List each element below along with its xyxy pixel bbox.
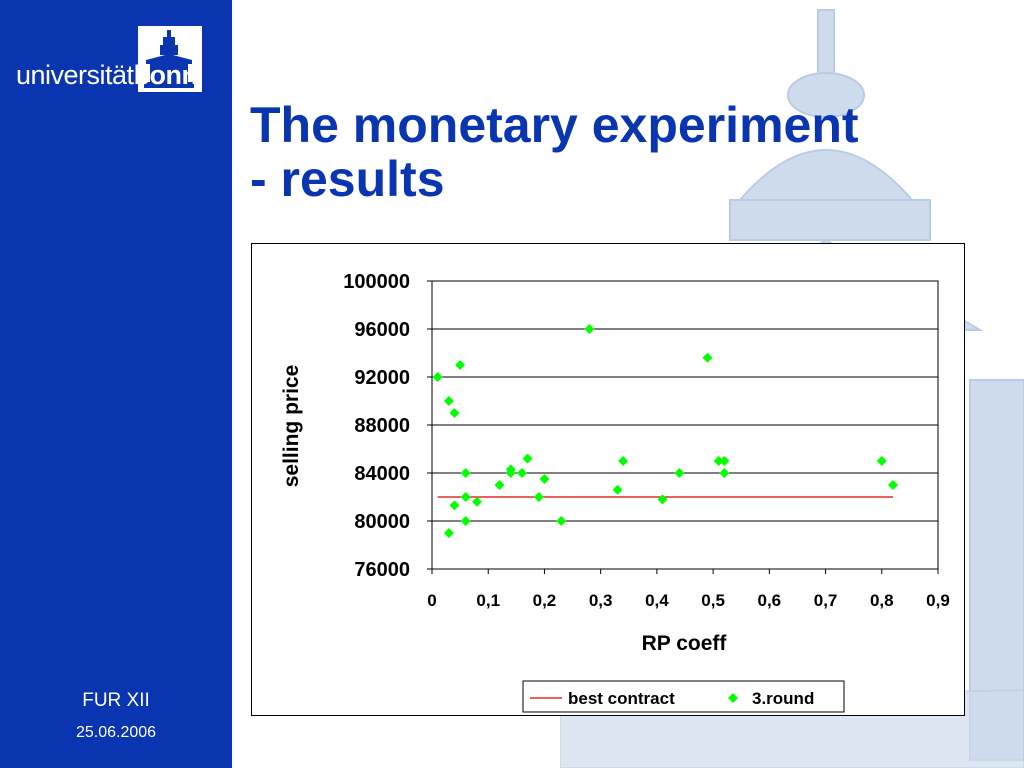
data-point [505,468,516,478]
data-point [533,492,544,502]
data-point [719,456,730,466]
data-point [713,456,724,466]
logo-wordmark: universitätbonn [16,60,198,91]
data-point [516,468,527,478]
slide-title-line1: The monetary experiment [250,97,859,153]
slide-title: The monetary experiment - results [250,98,1010,206]
data-point [494,480,505,490]
y-tick-label: 88000 [354,415,410,437]
data-point [556,516,567,526]
x-tick-label: 0,9 [926,591,950,610]
data-point [584,324,595,334]
data-point [888,480,899,490]
x-tick-label: 0,2 [533,591,557,610]
x-tick-label: 0,3 [589,591,613,610]
x-axis-label: RP coeff [642,632,728,655]
data-point [657,494,668,505]
data-point [449,408,460,418]
footer-event-name: FUR XII [82,690,150,711]
data-point [702,352,713,363]
chart-legend: best contract 3.round [522,680,845,713]
sidebar: universitätbonn FUR XII 25.06.2006 [0,0,232,768]
data-point [612,484,623,495]
data-point [455,360,466,370]
y-tick-label: 84000 [354,463,410,485]
x-tick-label: 0,5 [701,591,725,610]
legend-label-3-round: 3.round [752,689,814,708]
data-point [674,468,685,478]
university-logo: universitätbonn [0,0,232,110]
chart-frame: 76000 80000 84000 88000 92000 96000 100000 0 0,… [251,243,965,716]
y-tick-label: 80000 [354,511,410,533]
data-point [443,528,454,538]
legend-marker-swatch [728,693,738,703]
x-tick-label: 0,4 [645,591,669,610]
slide-title-line2: - results [250,151,445,207]
x-tick-label: 0 [427,591,436,610]
logo-text-light: universität [16,60,134,90]
data-point [432,372,443,382]
data-point [449,500,460,511]
x-tick-label: 0,1 [476,591,500,610]
x-tick-label: 0,8 [870,591,894,610]
data-point [522,453,533,464]
logo-text-bold: bonn [133,60,198,90]
footer-date: 25.06.2006 [75,724,157,741]
y-tick-label: 96000 [354,319,410,341]
y-axis-label: selling price [280,365,303,488]
university-building-icon [138,26,202,92]
x-tick-label: 0,6 [758,591,782,610]
data-point [876,456,887,466]
scatter-chart: 76000 80000 84000 88000 92000 96000 100000 0 0,… [280,271,950,713]
data-point [443,396,454,406]
data-point [460,492,471,502]
data-point [460,516,471,526]
data-point [460,468,471,478]
y-tick-label: 92000 [354,367,410,389]
legend-label-best-contract: best contract [568,689,675,708]
legend-box [522,680,845,713]
data-point [719,468,730,478]
x-tick-label: 0,7 [814,591,838,610]
data-point [471,496,482,507]
y-tick-label: 76000 [354,559,410,581]
y-tick-label: 100000 [343,271,410,293]
data-point [618,456,629,466]
data-point [539,474,550,484]
